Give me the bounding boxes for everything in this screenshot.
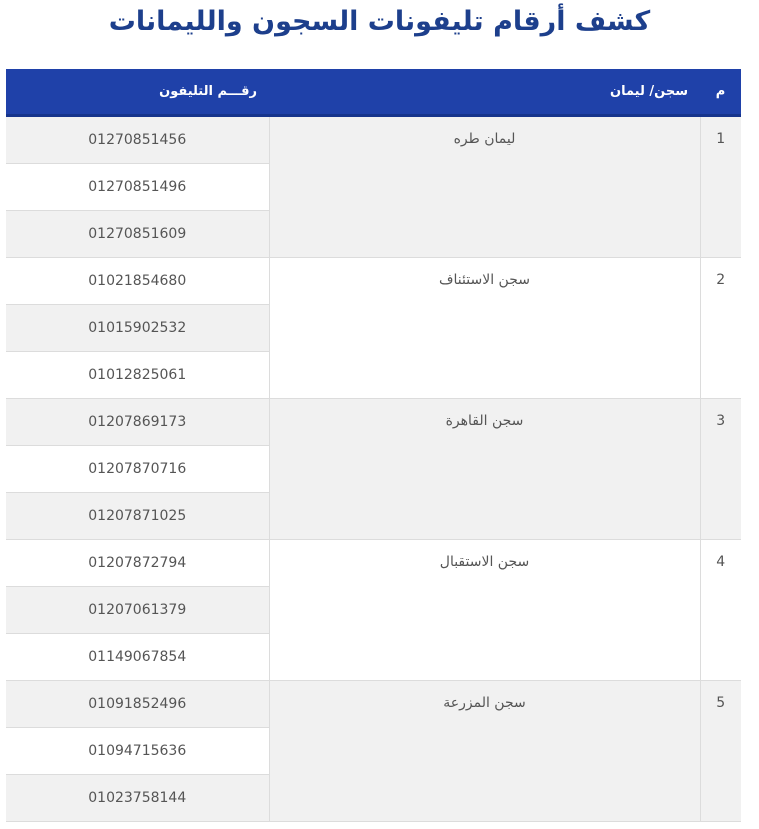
table-row: 01270851496 [6,163,741,211]
table-body: 1 ليمان طره 01270851456 01270851496 01270851… [6,115,741,822]
phone-number: 01021854680 [6,257,269,305]
phone-number: 01207872794 [6,539,269,587]
prison-name: سجن الاستقبال [268,539,700,681]
table-row: 01207061379 [6,586,741,634]
table-row: 01207870716 [6,445,741,493]
prison-phones-table: م سجن/ ليمان رقـــم التليفون 1 ليمان طره 0… [6,69,741,822]
phone-number: 01207870716 [6,445,269,493]
page-title: كشف أرقام تليفونات السجون والليمانات [108,6,651,37]
phone-number: 01270851456 [6,115,269,164]
phone-number: 01149067854 [6,633,269,681]
phone-number: 01094715636 [6,727,269,775]
row-number: 5 [699,680,741,822]
phone-number: 01091852496 [6,680,269,728]
row-number: 3 [699,398,741,540]
table-row: 01270851609 [6,210,741,258]
table-header-row: م سجن/ ليمان رقـــم التليفون [6,69,741,117]
phone-number: 01015902532 [6,304,269,352]
table-row: 01015902532 [6,304,741,352]
table-row: 3 سجن القاهرة 01207869173 [6,398,741,540]
table-row: 01094715636 [6,727,741,775]
phone-number: 01207061379 [6,586,269,634]
table-row: 1 ليمان طره 01270851456 [6,115,741,258]
table-row: 5 سجن المزرعة 01091852496 [6,680,741,822]
header-phone: رقـــم التليفون [6,69,269,117]
row-number: 1 [699,115,741,258]
phone-number: 01207869173 [6,398,269,446]
phone-number: 01023758144 [6,774,269,822]
header-number: م [700,69,741,117]
table-row: 2 سجن الاستئناف 01021854680 [6,257,741,399]
prison-name: سجن الاستئناف [268,257,700,399]
phone-number: 01012825061 [6,351,269,399]
table-row: 4 سجن الاستقبال 01207872794 [6,539,741,681]
prison-name: سجن القاهرة [268,398,700,540]
row-number: 2 [699,257,741,399]
table-row: 01023758144 [6,774,741,822]
phone-number: 01207871025 [6,492,269,540]
phone-number: 01270851496 [6,163,269,211]
header-prison: سجن/ ليمان [269,69,700,117]
phone-number: 01270851609 [6,210,269,258]
prison-name: سجن المزرعة [268,680,700,822]
prison-name: ليمان طره [268,115,700,258]
table-row: 01012825061 [6,351,741,399]
table-row: 01207871025 [6,492,741,540]
table-row: 01149067854 [6,633,741,681]
row-number: 4 [699,539,741,681]
